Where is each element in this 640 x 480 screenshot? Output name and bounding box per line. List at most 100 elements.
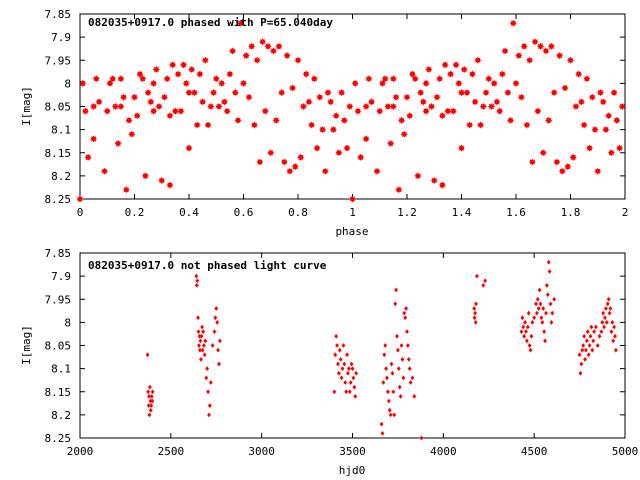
data-point	[242, 52, 250, 60]
data-point	[391, 389, 396, 395]
data-point	[384, 366, 389, 372]
data-point	[419, 98, 427, 106]
data-point	[588, 333, 593, 339]
data-point	[430, 176, 438, 185]
data-point	[212, 75, 220, 83]
data-point	[109, 75, 117, 83]
data-point	[605, 112, 613, 120]
data-point	[280, 158, 288, 166]
phased-plot-points	[76, 19, 626, 203]
data-point	[352, 384, 357, 390]
phased-plot-tick-labels: 0 0.2 0.4 0.6 0.8 1 1.2 1.4 1.6 1.8 2 7.85 7.9 7.95 8 8…	[45, 8, 629, 219]
data-point	[408, 380, 413, 385]
data-point	[550, 89, 558, 97]
data-point	[447, 70, 455, 78]
data-point	[365, 75, 373, 83]
data-point	[214, 306, 219, 311]
data-point	[526, 56, 534, 64]
data-point	[160, 93, 169, 101]
data-point	[474, 301, 478, 307]
y-tick-label: 8.15	[45, 386, 72, 399]
data-point	[190, 89, 199, 97]
data-point	[350, 366, 355, 372]
x-tick-label: 4000	[430, 445, 457, 458]
data-point	[577, 352, 582, 358]
data-point	[524, 338, 529, 344]
data-point	[198, 338, 203, 344]
data-point	[592, 329, 597, 335]
data-point	[582, 333, 587, 339]
data-point	[534, 107, 542, 115]
x-tick-label: 1.2	[397, 206, 417, 219]
data-point	[536, 42, 545, 50]
data-point	[149, 403, 154, 409]
data-point	[527, 343, 532, 348]
data-point	[195, 278, 200, 284]
data-point	[286, 167, 294, 175]
data-point	[343, 144, 351, 152]
data-point	[174, 70, 182, 78]
data-point	[185, 144, 193, 152]
data-point	[408, 70, 417, 78]
data-point	[231, 89, 239, 97]
data-point	[351, 375, 356, 381]
data-point	[213, 315, 218, 321]
x-tick-label: 1.8	[561, 206, 581, 219]
data-point	[547, 42, 556, 50]
data-point	[347, 389, 352, 395]
data-point	[490, 79, 498, 87]
data-point	[388, 412, 393, 418]
data-point	[217, 361, 221, 367]
data-point	[618, 102, 626, 111]
data-point	[155, 102, 163, 111]
data-point	[588, 93, 596, 101]
data-point	[546, 259, 551, 265]
data-point	[401, 375, 406, 381]
data-point	[529, 333, 534, 339]
data-point	[602, 324, 607, 330]
data-point	[389, 75, 397, 83]
data-point	[226, 70, 234, 78]
data-point	[412, 393, 417, 399]
data-point	[196, 329, 201, 335]
x-tick-label: 0.4	[179, 206, 199, 219]
data-point	[339, 375, 344, 381]
data-point	[163, 75, 171, 83]
data-point	[216, 347, 220, 353]
data-point	[188, 65, 196, 74]
data-point	[545, 116, 553, 124]
x-tick-label: 2	[622, 206, 629, 219]
y-tick-label: 7.9	[51, 270, 71, 283]
data-point	[613, 347, 618, 353]
data-point	[414, 172, 422, 180]
data-point	[149, 393, 154, 399]
data-point	[584, 338, 589, 344]
data-point	[379, 421, 384, 427]
data-point	[528, 347, 533, 353]
y-tick-label: 8.25	[45, 193, 72, 206]
data-point	[410, 375, 415, 381]
data-point	[483, 278, 488, 284]
data-point	[487, 102, 496, 111]
data-point	[208, 380, 213, 385]
data-point	[288, 84, 297, 92]
data-point	[584, 347, 588, 353]
data-point	[201, 329, 206, 335]
data-point	[493, 98, 501, 106]
data-point	[610, 319, 615, 325]
data-point	[531, 38, 539, 46]
data-point	[561, 84, 569, 92]
data-point	[406, 112, 414, 120]
data-point	[523, 121, 531, 129]
data-point	[194, 282, 199, 288]
data-point	[193, 121, 201, 129]
data-point	[596, 89, 605, 97]
data-point	[111, 102, 120, 111]
data-point	[534, 301, 538, 307]
data-point	[539, 149, 547, 157]
data-point	[585, 329, 590, 335]
data-point	[310, 75, 318, 83]
data-point	[324, 89, 332, 97]
data-point	[402, 310, 407, 316]
